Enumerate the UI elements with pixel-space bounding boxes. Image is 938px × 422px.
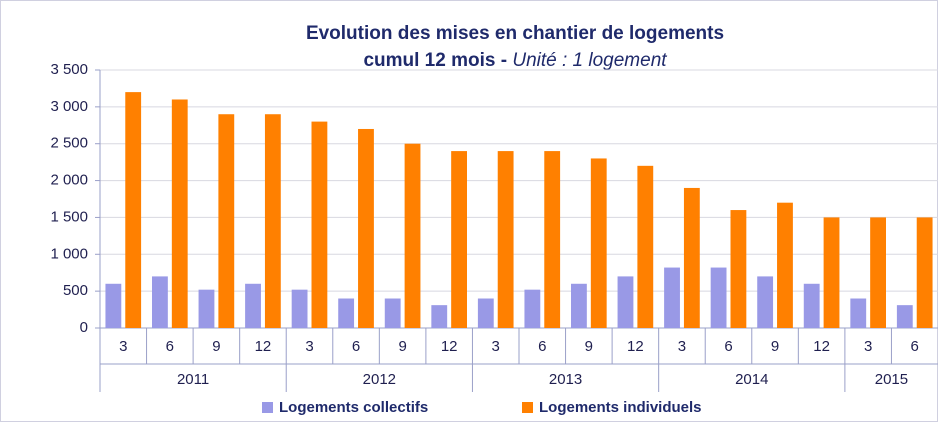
bar <box>125 92 142 328</box>
x-tick-label: 9 <box>771 338 779 355</box>
bar <box>245 283 261 328</box>
legend-label: Logements individuels <box>539 399 702 416</box>
bar <box>431 305 448 328</box>
bar <box>590 158 607 328</box>
x-tick-label: 3 <box>864 338 872 355</box>
x-tick-label: 3 <box>492 338 500 355</box>
bar <box>264 114 281 328</box>
year-label: 2013 <box>549 371 582 388</box>
bar <box>683 187 700 328</box>
bar <box>803 283 820 328</box>
legend-label: Logements collectifs <box>279 399 428 416</box>
legend-swatch <box>522 402 533 413</box>
bar <box>524 289 541 328</box>
x-tick-label: 12 <box>255 338 272 355</box>
year-label: 2012 <box>363 371 396 388</box>
bar <box>544 151 561 328</box>
bar <box>571 283 587 328</box>
x-tick-label: 6 <box>911 338 919 355</box>
y-tick-label: 3 500 <box>50 61 88 78</box>
bar <box>896 305 913 328</box>
y-tick-label: 500 <box>63 282 88 299</box>
year-label: 2014 <box>735 371 768 388</box>
bar <box>291 289 308 328</box>
bar <box>497 151 514 328</box>
bar <box>916 217 933 328</box>
y-tick-label: 2 000 <box>50 172 88 189</box>
x-tick-label: 6 <box>724 338 732 355</box>
bar <box>311 121 328 328</box>
x-tick-label: 9 <box>212 338 220 355</box>
bar <box>637 165 654 328</box>
bar <box>404 143 421 328</box>
bar <box>152 276 168 328</box>
bar <box>358 128 374 328</box>
bar <box>617 276 634 328</box>
bar <box>105 283 122 328</box>
subtitle-main: cumul 12 mois - <box>363 50 507 71</box>
bar <box>664 267 680 328</box>
bar <box>198 289 215 328</box>
bar <box>777 202 793 328</box>
x-tick-label: 3 <box>305 338 313 355</box>
x-tick-label: 6 <box>352 338 360 355</box>
y-tick-label: 2 500 <box>50 135 88 152</box>
bar <box>730 210 747 328</box>
bar <box>338 298 355 328</box>
x-tick-label: 9 <box>585 338 593 355</box>
bar <box>451 151 467 328</box>
x-tick-label: 3 <box>678 338 686 355</box>
x-tick-label: 9 <box>398 338 406 355</box>
bar <box>870 217 886 328</box>
bar <box>171 99 188 328</box>
x-tick-label: 6 <box>166 338 174 355</box>
subtitle-unit: Unité : 1 logement <box>512 50 667 71</box>
bar <box>218 114 235 328</box>
bar <box>384 298 401 328</box>
x-tick-label: 6 <box>538 338 546 355</box>
chart-subtitle: cumul 12 mois - Unité : 1 logement <box>363 50 667 71</box>
bar <box>850 298 867 328</box>
chart-title: Evolution des mises en chantier de logem… <box>306 23 724 44</box>
bar <box>477 298 494 328</box>
y-tick-label: 1 500 <box>50 208 88 225</box>
y-tick-label: 3 000 <box>50 98 88 115</box>
y-tick-label: 0 <box>80 319 88 336</box>
y-tick-label: 1 000 <box>50 245 88 262</box>
bar <box>710 267 727 328</box>
x-tick-label: 12 <box>441 338 458 355</box>
x-tick-label: 3 <box>119 338 127 355</box>
bar <box>823 217 840 328</box>
legend-swatch <box>262 402 273 413</box>
year-label: 2015 <box>875 371 908 388</box>
x-tick-label: 12 <box>627 338 644 355</box>
year-label: 2011 <box>177 371 209 388</box>
x-tick-label: 12 <box>813 338 830 355</box>
bar <box>757 276 774 328</box>
